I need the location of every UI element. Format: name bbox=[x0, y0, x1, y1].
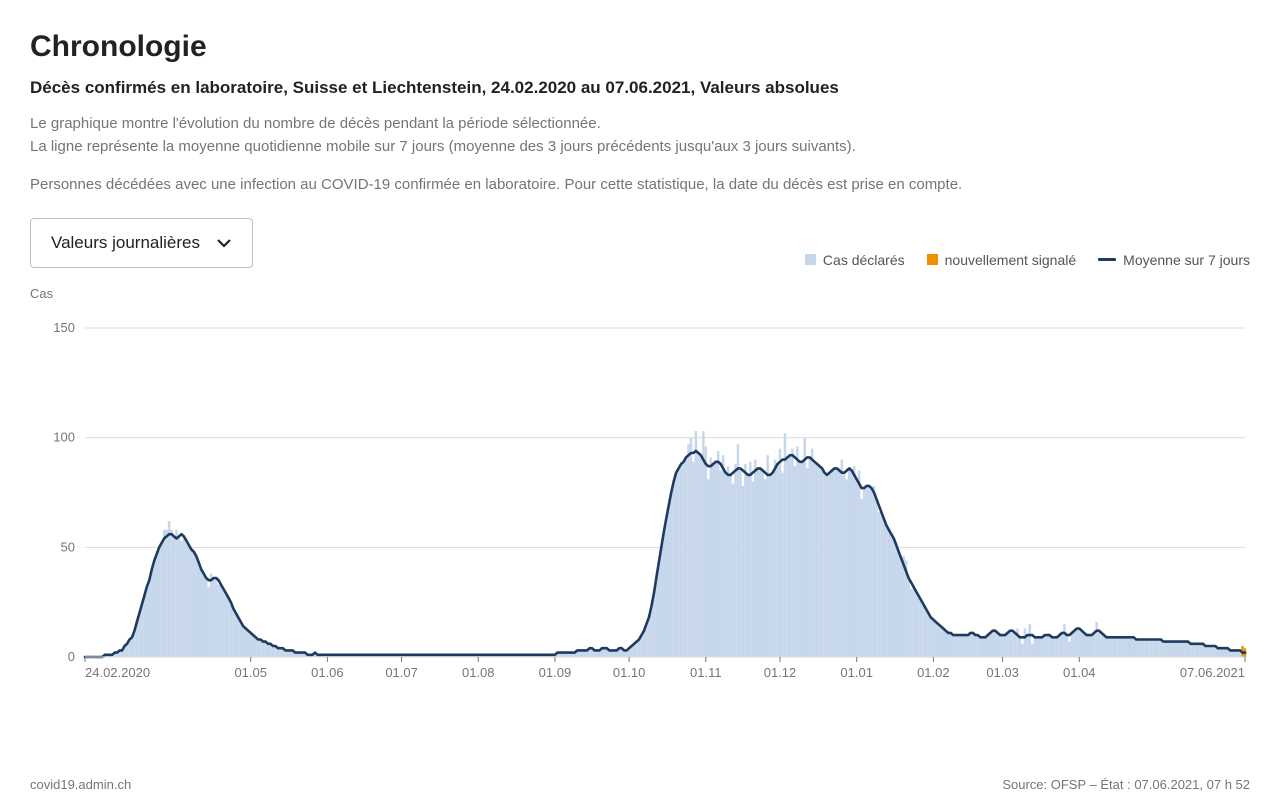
svg-text:01.05: 01.05 bbox=[234, 665, 267, 680]
svg-text:07.06.2021: 07.06.2021 bbox=[1180, 665, 1245, 680]
svg-text:01.10: 01.10 bbox=[613, 665, 646, 680]
svg-text:01.08: 01.08 bbox=[462, 665, 495, 680]
chart-legend: Cas déclarés nouvellement signalé Moyenn… bbox=[805, 252, 1250, 268]
svg-text:01.07: 01.07 bbox=[385, 665, 418, 680]
y-axis-label: Cas bbox=[30, 286, 1250, 301]
legend-item-avg: Moyenne sur 7 jours bbox=[1098, 252, 1250, 268]
svg-text:01.03: 01.03 bbox=[986, 665, 1019, 680]
page-subtitle: Décès confirmés en laboratoire, Suisse e… bbox=[30, 78, 1250, 98]
values-dropdown[interactable]: Valeurs journalières bbox=[30, 218, 253, 268]
description-line-1: Le graphique montre l'évolution du nombr… bbox=[30, 115, 601, 132]
svg-text:01.02: 01.02 bbox=[917, 665, 950, 680]
legend-item-new: nouvellement signalé bbox=[927, 252, 1077, 268]
chevron-down-icon bbox=[216, 235, 232, 251]
description-block-2: Personnes décédées avec une infection au… bbox=[30, 173, 1250, 196]
svg-text:01.11: 01.11 bbox=[690, 665, 722, 680]
chart-container: 0 50 100 150 24.02.2020 01.05 01.06 01.07 01.08 0… bbox=[30, 307, 1250, 707]
timeseries-chart: 0 50 100 150 24.02.2020 01.05 01.06 01.07 01.08 0… bbox=[30, 307, 1250, 707]
values-dropdown-label: Valeurs journalières bbox=[51, 233, 200, 253]
svg-text:01.12: 01.12 bbox=[764, 665, 797, 680]
svg-text:100: 100 bbox=[53, 429, 75, 444]
svg-text:01.01: 01.01 bbox=[840, 665, 873, 680]
description-line-2: La ligne représente la moyenne quotidien… bbox=[30, 138, 856, 155]
description-block-1: Le graphique montre l'évolution du nombr… bbox=[30, 112, 1250, 159]
svg-text:01.06: 01.06 bbox=[311, 665, 344, 680]
svg-text:01.09: 01.09 bbox=[539, 665, 572, 680]
square-icon bbox=[805, 254, 816, 265]
svg-text:50: 50 bbox=[61, 539, 75, 554]
legend-label-avg: Moyenne sur 7 jours bbox=[1123, 252, 1250, 268]
line-icon bbox=[1098, 258, 1116, 261]
legend-item-declared: Cas déclarés bbox=[805, 252, 905, 268]
svg-text:150: 150 bbox=[53, 320, 75, 335]
svg-text:0: 0 bbox=[68, 649, 75, 664]
legend-label-new: nouvellement signalé bbox=[945, 252, 1077, 268]
svg-text:01.04: 01.04 bbox=[1063, 665, 1096, 680]
page-title: Chronologie bbox=[30, 30, 1250, 64]
svg-text:24.02.2020: 24.02.2020 bbox=[85, 665, 150, 680]
footer-site: covid19.admin.ch bbox=[30, 777, 131, 792]
footer-source: Source: OFSP – État : 07.06.2021, 07 h 5… bbox=[1002, 777, 1250, 792]
square-icon bbox=[927, 254, 938, 265]
legend-label-declared: Cas déclarés bbox=[823, 252, 905, 268]
